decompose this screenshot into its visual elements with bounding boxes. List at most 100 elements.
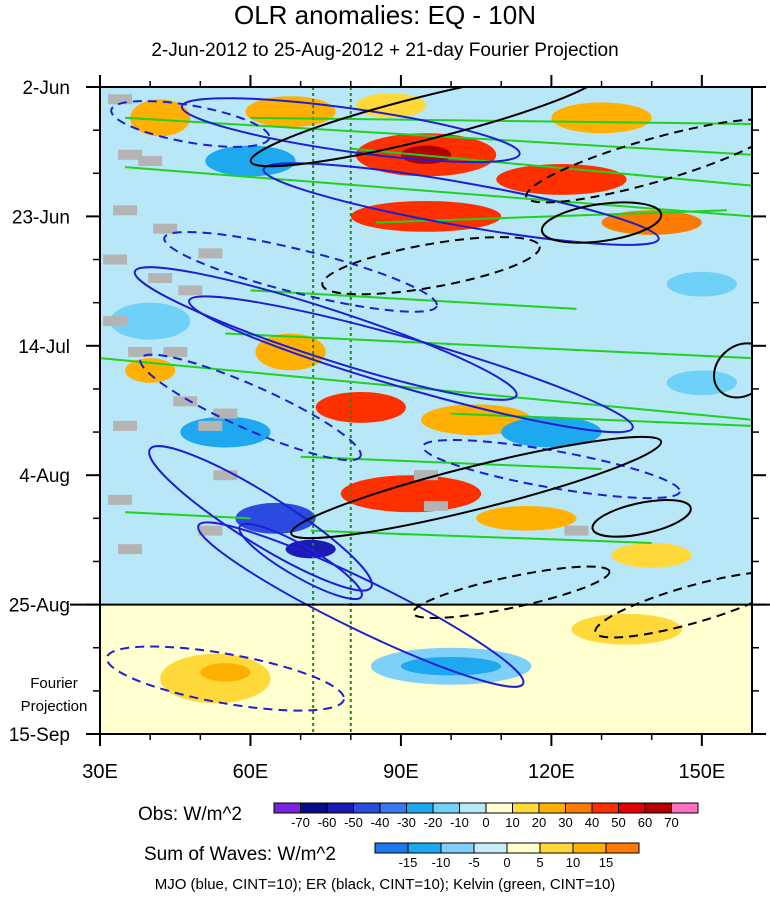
obs-colorbar-swatch: [273, 802, 301, 814]
mjo-contour: [262, 162, 660, 246]
waves-colorbar-swatch: [374, 842, 409, 854]
obs-colorbar-swatch: [379, 802, 407, 814]
missing-data-cell: [178, 285, 203, 296]
obs-colorbar-swatch: [512, 802, 540, 814]
waves-colorbar-label: Sum of Waves: W/m^2: [144, 844, 336, 865]
kelvin-contour: [250, 116, 752, 125]
obs-anomaly-region: [476, 506, 577, 531]
obs-anomaly-region: [666, 370, 737, 396]
obs-anomaly-region: [350, 200, 502, 232]
obs-colorbar-level-label: 30: [558, 815, 572, 830]
wave-contours: [100, 87, 752, 734]
obs-colorbar-level-label: 50: [611, 815, 625, 830]
obs-colorbar-swatch: [485, 802, 513, 814]
obs-colorbar-level-label: 60: [638, 815, 652, 830]
obs-colorbar-level-label: 40: [585, 815, 599, 830]
er-contour: [525, 118, 752, 204]
missing-data-cell: [113, 420, 138, 431]
waves-colorbar-level-label: 0: [503, 855, 510, 870]
missing-data-cell: [108, 94, 133, 105]
y-tick-label: 23-Jun: [12, 207, 70, 228]
mjo-contour: [110, 100, 271, 148]
obs-anomaly-region: [130, 99, 191, 137]
missing-data-cell: [424, 501, 449, 512]
er-contour: [712, 342, 752, 399]
x-tick-label: 60E: [233, 761, 269, 783]
obs-anomaly-region: [666, 271, 737, 297]
missing-data-cell: [198, 525, 223, 536]
waves-colorbar-level-label: -5: [468, 855, 480, 870]
missing-data-cell: [108, 494, 133, 505]
obs-colorbar-level-label: -60: [318, 815, 337, 830]
er-contour: [321, 236, 541, 296]
mjo-contour: [238, 522, 363, 601]
missing-data-cell: [198, 248, 223, 259]
obs-colorbar-swatch: [644, 802, 672, 814]
obs-anomaly-region: [315, 392, 406, 423]
kelvin-contour: [225, 332, 752, 360]
er-contour: [591, 499, 692, 538]
waves-colorbar-swatch: [473, 842, 508, 854]
projection-anomaly-region: [571, 613, 682, 645]
obs-anomaly-region: [601, 210, 702, 235]
kelvin-contour: [125, 511, 251, 520]
waves-colorbar-level-label: -15: [399, 855, 418, 870]
obs-colorbar-swatch: [538, 802, 566, 814]
obs-colorbar-level-label: -70: [291, 815, 310, 830]
mjo-contour: [163, 230, 438, 313]
er-contour: [540, 201, 663, 244]
kelvin-contour: [300, 455, 602, 471]
obs-anomaly-region: [180, 416, 271, 448]
obs-colorbar-level-label: -20: [424, 815, 443, 830]
obs-colorbar-swatch: [618, 802, 646, 814]
waves-colorbar-swatch: [605, 842, 640, 854]
missing-data-cell: [414, 470, 438, 481]
mjo-contour: [188, 295, 634, 434]
obs-anomaly-region: [110, 302, 191, 340]
missing-data-cell: [153, 223, 178, 234]
mjo-contour: [197, 521, 525, 688]
mjo-contour: [133, 266, 518, 401]
projection-anomaly-region: [200, 663, 251, 682]
kelvin-contour: [250, 289, 577, 310]
missing-data-cell: [213, 408, 238, 419]
missing-data-cell: [103, 316, 128, 327]
projection-label: Fourier Projection: [21, 675, 88, 715]
obs-anomaly-region: [551, 102, 652, 134]
mjo-contour: [180, 97, 521, 164]
y-tick-label: 15-Sep: [9, 725, 70, 746]
obs-colorbar-swatch: [459, 802, 487, 814]
obs-colorbar-level-label: 0: [482, 815, 489, 830]
er-contour: [290, 435, 663, 540]
missing-data-cell: [173, 396, 198, 407]
x-tick-label: 90E: [383, 761, 419, 783]
y-tick-label: 4-Aug: [19, 466, 70, 487]
obs-colorbar-swatch: [353, 802, 381, 814]
y-tick-label: 25-Aug: [9, 596, 70, 617]
missing-data-cell: [138, 155, 163, 166]
obs-colorbar-swatch: [406, 802, 434, 814]
axes: 30E 60E 90E 120E 150E 2-Jun 23-Jun 14-Jul 4-Aug 2…: [9, 75, 766, 783]
missing-data-cell: [198, 420, 223, 431]
kelvin-contour: [451, 412, 752, 427]
missing-data-cell: [128, 346, 153, 357]
obs-colorbar-swatch: [326, 802, 354, 814]
x-tick-label: 120E: [528, 761, 575, 783]
waves-colorbar-swatch: [539, 842, 574, 854]
obs-colorbar-swatch: [432, 802, 460, 814]
waves-colorbar-swatch: [440, 842, 475, 854]
obs-colorbar-level-label: -30: [397, 815, 416, 830]
missing-data-cell: [163, 346, 188, 357]
waves-colorbar-level-label: 5: [536, 855, 543, 870]
obs-colorbar-level-label: 70: [664, 815, 678, 830]
obs-anomaly-region: [611, 542, 692, 568]
missing-data-cell: [113, 205, 138, 216]
obs-colorbar-level-label: 20: [532, 815, 546, 830]
obs-colorbar-swatch: [591, 802, 619, 814]
x-tick-label: 30E: [82, 761, 118, 783]
waves-colorbar-swatch: [572, 842, 607, 854]
missing-data-cell: [103, 254, 128, 265]
mjo-contour: [148, 445, 373, 592]
plot-border: [99, 86, 753, 735]
chart-subtitle: 2-Jun-2012 to 25-Aug-2012 + 21-day Fouri…: [151, 40, 619, 61]
